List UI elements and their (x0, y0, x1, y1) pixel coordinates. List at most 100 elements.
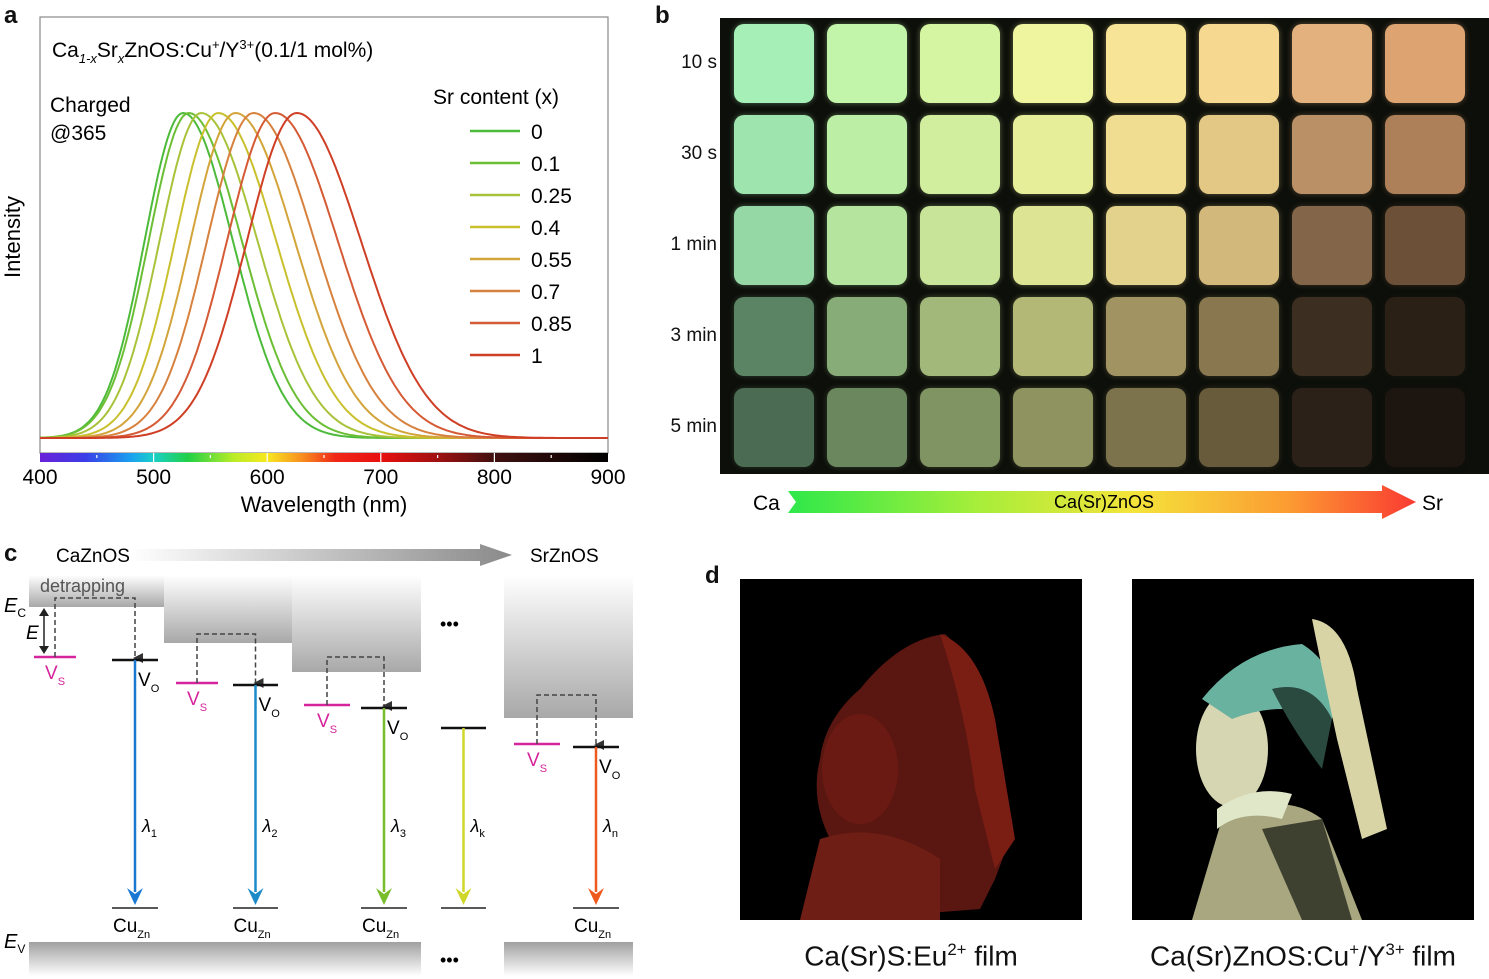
vs-label: VS (187, 689, 207, 714)
label-cazno: CaZnOS (56, 546, 130, 567)
annotation-365: @365 (50, 122, 106, 145)
series-line-1 (40, 111, 608, 439)
emission-spectra-chart: 400 500 600 700 800 900 Wavelength (nm) Inten… (0, 16, 626, 517)
x-tick-label: 600 (250, 466, 285, 489)
sample-well (1292, 24, 1372, 103)
composition-arrow (130, 544, 512, 566)
sample-well (1292, 388, 1372, 467)
sample-well (1385, 388, 1465, 467)
sample-well (1106, 24, 1186, 103)
emission-arrow-head (588, 888, 604, 905)
cu-film-caption: Ca(Sr)ZnOS:Cu+/Y3+ film (1150, 940, 1456, 972)
legend-label-0.4: 0.4 (531, 217, 561, 240)
sample-well (1106, 115, 1186, 194)
sample-well (1106, 297, 1186, 376)
detrapping-path (54, 597, 143, 663)
label-srzno: SrZnOS (530, 546, 599, 567)
sample-well (1013, 115, 1093, 194)
sample-well (920, 388, 1000, 467)
sample-well (1292, 206, 1372, 285)
lambda-label-2: λ2 (262, 816, 278, 840)
lambda-label-3: λ3 (390, 816, 406, 840)
lambda-label-1: λ1 (141, 816, 157, 840)
sample-well (1013, 388, 1093, 467)
ev-label: EV (4, 931, 25, 956)
sample-well (920, 24, 1000, 103)
vo-label: VO (259, 695, 281, 720)
y-axis-label: Intensity (0, 196, 25, 278)
detrapping-path (536, 694, 604, 750)
sample-well (827, 388, 907, 467)
sample-well (827, 297, 907, 376)
sample-well (1199, 297, 1279, 376)
sample-well (1292, 115, 1372, 194)
valence-band-right (504, 942, 633, 976)
e-label: E (26, 623, 39, 644)
sample-well (827, 115, 907, 194)
emission-arrow-head (455, 888, 472, 905)
time-label: 3 min (670, 325, 717, 346)
sample-well (920, 297, 1000, 376)
sample-well (734, 24, 814, 103)
detrapping-path (326, 656, 392, 711)
x-axis-label: Wavelength (nm) (241, 492, 408, 517)
legend-label-0.55: 0.55 (531, 249, 572, 272)
sample-well (827, 24, 907, 103)
gradient-arrow-shape (788, 485, 1416, 519)
composition-gradient-arrow: Ca Ca(Sr)ZnOS Sr (753, 485, 1443, 519)
vo-label: VO (138, 670, 160, 695)
ellipsis-bottom: ••• (440, 950, 459, 970)
vs-label: VS (317, 711, 337, 736)
sample-well (734, 388, 814, 467)
energy-level-diagram: CaZnOS SrZnOS detrapping EC EV E VS VO λ1 C… (4, 544, 633, 976)
sample-well (1385, 206, 1465, 285)
sample-well (1106, 206, 1186, 285)
emission-arrow-head (247, 888, 264, 905)
eu-film-caption: Ca(Sr)S:Eu2+ film (804, 940, 1018, 972)
sample-well (1199, 206, 1279, 285)
sample-well (1292, 297, 1372, 376)
time-label: 1 min (670, 234, 717, 255)
sample-well (1013, 297, 1093, 376)
cu-label: CuZn (113, 916, 150, 941)
sample-well (734, 206, 814, 285)
ellipsis-top: ••• (440, 614, 459, 634)
lambda-label-n: λn (602, 816, 618, 840)
time-label: 30 s (681, 143, 717, 164)
x-tick-label: 400 (22, 466, 57, 489)
vo-label: VO (387, 718, 409, 743)
annotation-charged: Charged (50, 94, 131, 117)
sample-well (1385, 115, 1465, 194)
conduction-band-n (504, 575, 633, 718)
sample-well (920, 206, 1000, 285)
arrow-left-label: Ca (753, 492, 780, 515)
sample-well (1013, 24, 1093, 103)
vs-label: VS (45, 663, 65, 688)
sample-well (734, 115, 814, 194)
sample-well (1106, 388, 1186, 467)
sample-well (920, 115, 1000, 194)
conduction-band-2 (164, 575, 292, 643)
x-tick-label: 500 (136, 466, 171, 489)
sample-well (1013, 206, 1093, 285)
sample-well (1199, 388, 1279, 467)
cu-label: CuZn (234, 916, 271, 941)
legend-label-0: 0 (531, 121, 543, 144)
cu-film-painting (1132, 579, 1474, 920)
plot-frame (39, 16, 609, 454)
cu-label: CuZn (574, 916, 611, 941)
vs-label: VS (527, 750, 547, 775)
legend-label-0.25: 0.25 (531, 185, 572, 208)
conduction-band-3 (292, 575, 421, 672)
arrow-right-label: Sr (1422, 492, 1443, 515)
sample-well (1199, 24, 1279, 103)
eu-film-painting (740, 579, 1082, 920)
panel-c-letter: c (4, 540, 18, 567)
arrow-center-label: Ca(Sr)ZnOS (1054, 492, 1154, 512)
legend-title: Sr content (x) (433, 86, 559, 109)
sample-well (734, 297, 814, 376)
detrapping-label: detrapping (40, 576, 125, 596)
emission-arrow-head (127, 888, 143, 905)
emission-arrow-head (376, 888, 392, 905)
cu-film-portrait-image (1192, 619, 1387, 920)
